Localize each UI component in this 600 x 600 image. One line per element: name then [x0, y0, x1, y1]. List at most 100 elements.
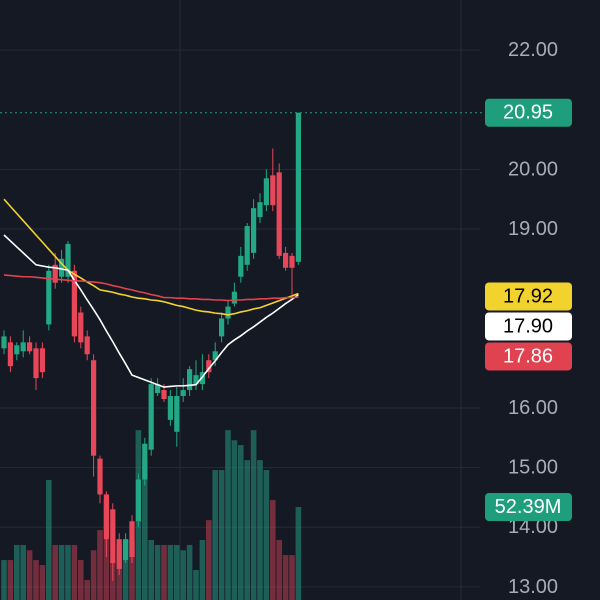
- volume-bar: [161, 544, 167, 600]
- candle-body: [161, 390, 167, 400]
- volume-bar: [71, 544, 78, 600]
- candle-body: [97, 458, 103, 495]
- candle-body: [116, 539, 122, 569]
- last-price-label: 20.95: [503, 102, 553, 124]
- candle-body: [212, 351, 218, 361]
- volume-bar: [167, 544, 174, 600]
- ma-last-label-box: [485, 312, 572, 341]
- volume-bar: [84, 579, 90, 600]
- candle-body: [33, 348, 39, 379]
- candle-body: [59, 258, 65, 277]
- candle-body: [295, 112, 301, 262]
- volume-bar: [58, 544, 65, 600]
- volume-bar: [270, 500, 276, 600]
- volume-bar: [218, 470, 225, 600]
- candle-body: [129, 521, 135, 558]
- candle-body: [14, 345, 20, 355]
- candle-body: [225, 306, 231, 319]
- candle-body: [1, 336, 7, 349]
- candle-body: [46, 270, 52, 325]
- candle-body: [142, 443, 148, 480]
- volume-bar: [122, 540, 129, 600]
- volume-bar: [276, 540, 282, 600]
- volume-bar: [193, 570, 199, 600]
- candle-body: [71, 270, 77, 337]
- candle-body: [52, 264, 58, 283]
- volume-bar: [52, 544, 58, 600]
- volume-bar: [199, 540, 206, 600]
- volume-bar: [14, 544, 20, 600]
- candle-body: [180, 390, 186, 397]
- volume-bar: [39, 565, 46, 600]
- candle-body: [263, 178, 269, 206]
- candle-body: [65, 243, 71, 277]
- volume-bar: [238, 445, 244, 600]
- volume-bar: [186, 544, 193, 600]
- y-tick-label: 20.00: [508, 158, 558, 180]
- volume-bar: [257, 460, 263, 600]
- volume-bar: [20, 544, 26, 600]
- candle-body: [276, 172, 282, 256]
- candle-body: [167, 396, 173, 420]
- volume-bar: [231, 440, 238, 600]
- candle-body: [78, 312, 84, 343]
- candle-body: [20, 342, 26, 352]
- volume-bar: [282, 555, 289, 600]
- volume-bar: [174, 544, 180, 600]
- moving-average-line: [3, 274, 299, 302]
- volume-label: 52.39M: [495, 496, 562, 518]
- candle-body: [193, 375, 199, 385]
- volume-bar: [225, 430, 231, 600]
- candle-body: [219, 318, 225, 337]
- candle-body: [187, 369, 193, 391]
- candle-body: [39, 348, 45, 373]
- candle-body: [7, 342, 13, 367]
- volume-bar: [26, 550, 33, 600]
- candle-body: [289, 255, 295, 268]
- volume-bar: [46, 480, 52, 600]
- volume-label-box: [485, 493, 572, 522]
- candle-body: [123, 539, 129, 561]
- ma-last-label-box: [485, 342, 572, 371]
- candle-body: [84, 336, 90, 355]
- candle-body: [110, 509, 116, 564]
- volume-bar: [78, 560, 84, 600]
- candle-body: [174, 396, 180, 432]
- volume-bar: [7, 560, 14, 600]
- volume-bar: [180, 550, 186, 600]
- y-tick-label: 15.00: [508, 457, 558, 479]
- ma-last-label: 17.90: [503, 315, 553, 337]
- volume-bar: [250, 430, 257, 600]
- volume-bar: [142, 460, 148, 600]
- volume-bar: [65, 544, 71, 600]
- candle-body: [135, 479, 141, 522]
- moving-average-line: [3, 198, 299, 316]
- candle-body: [148, 384, 154, 450]
- candle-body: [27, 342, 33, 352]
- candle-body: [231, 291, 237, 304]
- candle-body: [283, 252, 289, 268]
- volume-bar: [90, 550, 97, 600]
- ma-last-label: 17.86: [503, 345, 553, 367]
- y-tick-label: 14.00: [508, 516, 558, 538]
- moving-average-line: [3, 234, 299, 388]
- volume-bar: [289, 555, 295, 600]
- volume-bar: [263, 470, 270, 600]
- y-tick-label: 16.00: [508, 397, 558, 419]
- candle-body: [206, 360, 212, 373]
- candle-body: [103, 494, 109, 540]
- candle-body: [238, 255, 244, 277]
- volume-bar: [1, 560, 7, 600]
- volume-bar: [295, 507, 302, 600]
- candle-body: [257, 202, 263, 218]
- volume-bar: [97, 530, 103, 600]
- volume-bar: [129, 540, 135, 600]
- candle-body: [91, 360, 97, 456]
- y-tick-label: 13.00: [508, 576, 558, 598]
- volume-bar: [33, 560, 39, 600]
- volume-bar: [206, 520, 212, 600]
- candle-body: [244, 226, 250, 265]
- y-tick-label: 19.00: [508, 218, 558, 240]
- candle-body: [270, 175, 276, 206]
